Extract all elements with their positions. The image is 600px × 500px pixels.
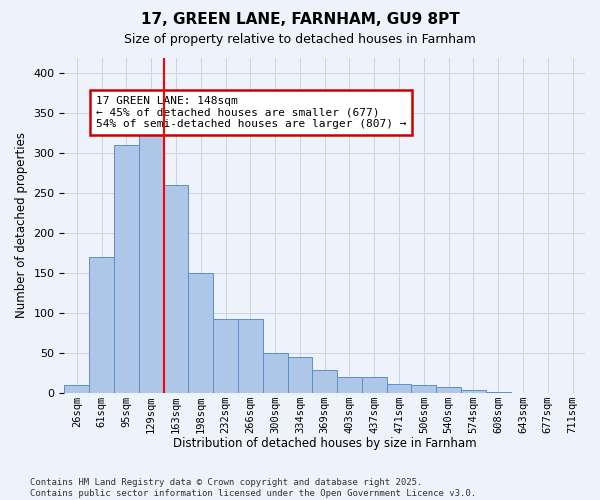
Bar [89, 257, 114, 392]
Text: Contains HM Land Registry data © Crown copyright and database right 2025.
Contai: Contains HM Land Registry data © Crown c… [30, 478, 476, 498]
Bar [337, 376, 362, 392]
Y-axis label: Number of detached properties: Number of detached properties [15, 132, 28, 318]
Bar [213, 319, 238, 392]
Text: 17 GREEN LANE: 148sqm
← 45% of detached houses are smaller (677)
54% of semi-det: 17 GREEN LANE: 148sqm ← 45% of detached … [95, 96, 406, 129]
Bar [362, 376, 386, 392]
Text: Size of property relative to detached houses in Farnham: Size of property relative to detached ho… [124, 32, 476, 46]
Bar [461, 390, 486, 392]
Bar [188, 273, 213, 392]
Bar [114, 146, 139, 392]
Text: 17, GREEN LANE, FARNHAM, GU9 8PT: 17, GREEN LANE, FARNHAM, GU9 8PT [140, 12, 460, 28]
Bar [287, 358, 313, 392]
Bar [238, 319, 263, 392]
Bar [436, 387, 461, 392]
Bar [64, 384, 89, 392]
Bar [313, 370, 337, 392]
Bar [263, 352, 287, 393]
Bar [164, 185, 188, 392]
Bar [412, 384, 436, 392]
Bar [386, 384, 412, 392]
Bar [139, 130, 164, 392]
X-axis label: Distribution of detached houses by size in Farnham: Distribution of detached houses by size … [173, 437, 476, 450]
